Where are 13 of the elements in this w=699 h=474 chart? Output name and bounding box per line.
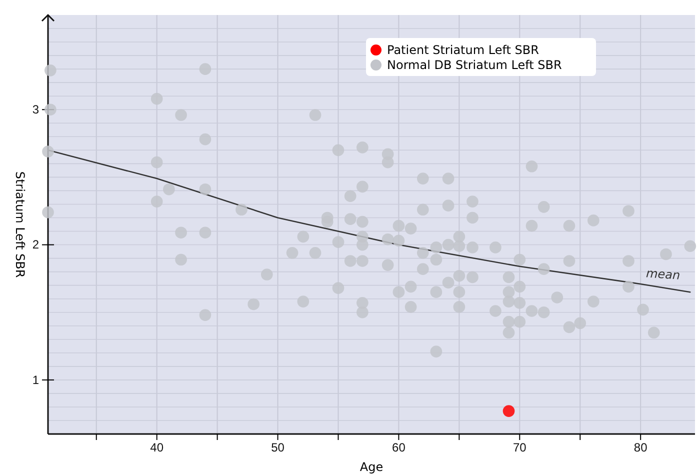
y-axis-title: Striatum Left SBR — [13, 171, 27, 278]
y-tick-label: 1 — [32, 372, 40, 387]
y-tick-label: 2 — [32, 238, 40, 252]
x-tick-label: 70 — [512, 440, 527, 455]
series-label: mean — [646, 266, 681, 282]
x-axis-title: Age — [360, 460, 384, 474]
x-tick-label: 50 — [271, 440, 285, 455]
x-tick-label: 40 — [150, 440, 164, 455]
x-tick-label: 60 — [392, 440, 406, 455]
y-tick-label: 3 — [32, 102, 40, 116]
legend-label: Normal DB Striatum Left SBR — [387, 58, 562, 72]
x-tick-label: 80 — [634, 440, 648, 455]
legend-label: Patient Striatum Left SBR — [387, 43, 539, 57]
